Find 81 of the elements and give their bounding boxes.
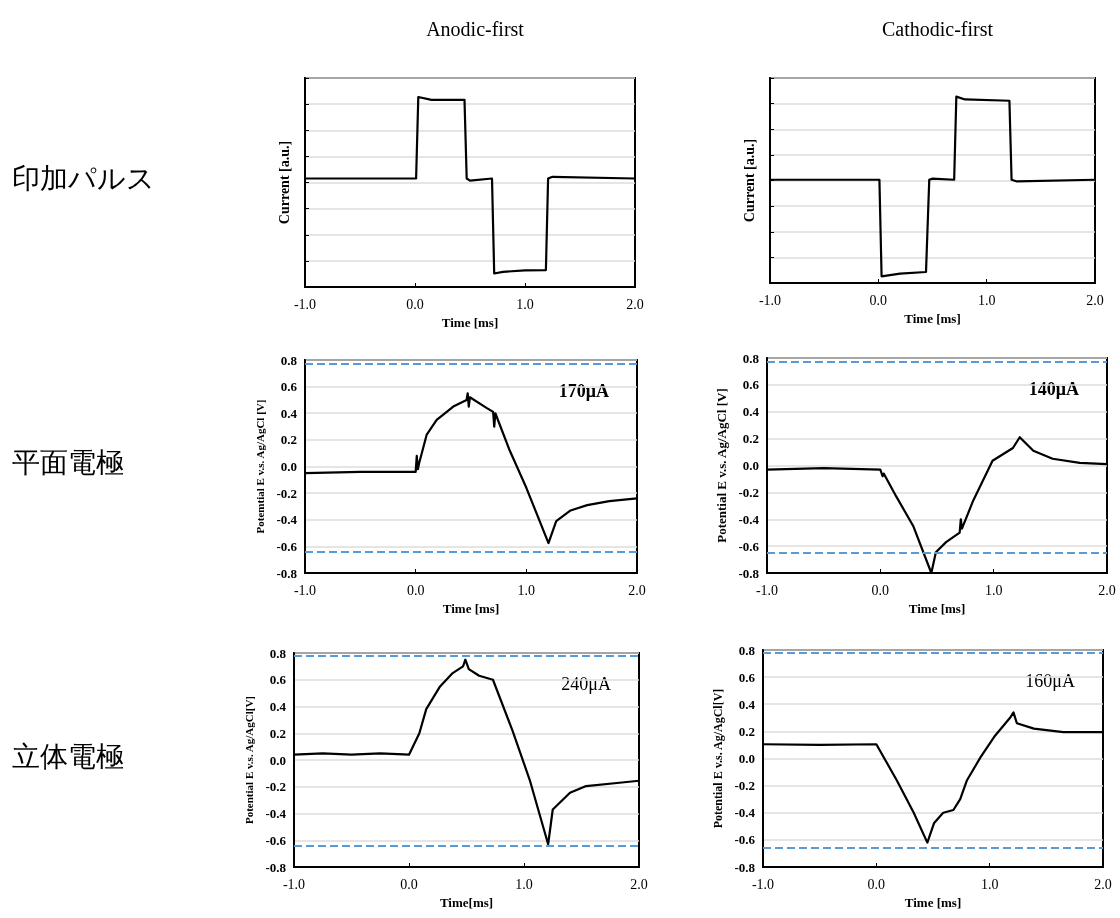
y-tick-label: -0.6 xyxy=(265,832,287,848)
x-tick-label: 1.0 xyxy=(516,296,534,312)
y-tick-label: -0.6 xyxy=(276,538,298,554)
x-tick-label: -1.0 xyxy=(755,582,779,598)
x-tick-label: 2.0 xyxy=(1098,582,1116,598)
y-tick-label: -0.4 xyxy=(738,511,760,527)
x-tick-label: -1.0 xyxy=(758,292,782,308)
y-tick-label: 0.6 xyxy=(269,672,287,688)
y-tick-label: 0.4 xyxy=(280,405,298,421)
y-tick-label: 0.4 xyxy=(742,404,760,420)
x-tick-label: 0.0 xyxy=(869,292,888,308)
text: 印加パルス xyxy=(12,162,155,195)
y-tick-label: -0.2 xyxy=(265,779,286,795)
x-tick-label: 1.0 xyxy=(980,876,999,892)
x-tick-label: 1.0 xyxy=(977,292,996,308)
x-tick-label: 0.0 xyxy=(871,582,890,598)
y-tick-label: 0.2 xyxy=(742,431,759,447)
y-tick-label: -0.2 xyxy=(734,778,755,794)
text: 平面電極 xyxy=(12,446,124,479)
x-tick-label: 0.0 xyxy=(406,582,425,598)
y-tick-label: -0.6 xyxy=(738,538,760,554)
x-tick-label: 2.0 xyxy=(630,876,648,892)
y-tick-label: -0.4 xyxy=(276,512,298,528)
y-tick-label: -0.8 xyxy=(265,859,287,875)
y-tick-label: 0.0 xyxy=(742,458,759,473)
y-axis-title: Potential E v.s. Ag/AgCl[V] xyxy=(710,688,725,829)
annotation: 170μA xyxy=(558,381,609,401)
y-tick-label: -0.4 xyxy=(265,806,287,821)
x-tick-label: 0.0 xyxy=(400,876,418,892)
y-tick-label: -0.8 xyxy=(276,565,298,581)
x-axis-title: Time [ms] xyxy=(904,894,962,910)
y-tick-label: -0.8 xyxy=(738,565,760,581)
x-axis-title: Time [ms] xyxy=(441,314,499,330)
x-tick-label: -1.0 xyxy=(293,582,317,598)
chart-title: Anodic-first xyxy=(426,18,525,40)
y-tick-label: 0.6 xyxy=(742,377,760,393)
x-axis-title: Time [ms] xyxy=(908,600,966,616)
y-axis-title: Potential E v.s. Ag/AgCl[V] xyxy=(243,695,256,825)
y-tick-label: -0.8 xyxy=(734,859,756,875)
x-tick-label: 0.0 xyxy=(406,296,424,312)
y-tick-label: 0.8 xyxy=(280,352,298,368)
y-axis-title: Potemtial E v.s. Ag/AgCl [V] xyxy=(254,399,267,534)
y-tick-label: 0.4 xyxy=(738,696,756,712)
y-tick-label: 0.0 xyxy=(269,752,286,768)
x-tick-label: 2.0 xyxy=(1094,876,1112,892)
y-tick-label: 0.2 xyxy=(280,432,297,448)
x-tick-label: 2.0 xyxy=(1086,292,1104,308)
x-axis-title: Time[ms] xyxy=(439,894,494,910)
y-tick-label: 0.8 xyxy=(742,350,760,366)
x-tick-label: 1.0 xyxy=(517,582,536,598)
y-tick-label: -0.4 xyxy=(734,805,756,821)
annotation: 160μA xyxy=(1025,671,1076,691)
y-tick-label: -0.6 xyxy=(734,832,756,848)
y-tick-label: 0.8 xyxy=(269,645,287,661)
chart-title: Cathodic-first xyxy=(881,18,994,40)
annotation: 240μA xyxy=(561,674,612,694)
text: 立体電極 xyxy=(12,739,124,773)
y-tick-label: 0.0 xyxy=(280,459,297,474)
x-tick-label: -1.0 xyxy=(751,876,775,892)
y-tick-label: 0.2 xyxy=(269,725,286,741)
x-tick-label: 2.0 xyxy=(628,582,646,598)
x-tick-label: 1.0 xyxy=(515,876,533,892)
y-tick-label: 0.6 xyxy=(280,379,298,395)
y-tick-label: -0.2 xyxy=(738,484,759,500)
x-tick-label: 1.0 xyxy=(984,582,1003,598)
x-tick-label: -1.0 xyxy=(293,296,317,312)
annotation: 140μA xyxy=(1028,379,1079,399)
y-tick-label: 0.4 xyxy=(269,699,287,714)
y-tick-label: -0.2 xyxy=(276,485,297,501)
x-axis-title: Time [ms] xyxy=(442,600,500,616)
x-tick-label: 2.0 xyxy=(626,296,644,312)
y-tick-label: 0.2 xyxy=(738,723,755,739)
y-tick-label: 0.8 xyxy=(738,642,756,658)
x-tick-label: -1.0 xyxy=(282,876,306,892)
y-axis-title: Current [a.u.] xyxy=(276,140,292,225)
x-tick-label: 0.0 xyxy=(867,876,886,892)
y-tick-label: 0.6 xyxy=(738,669,756,685)
x-axis-title: Time [ms] xyxy=(904,310,961,326)
y-axis-title: Current [a.u.] xyxy=(741,138,757,223)
y-axis-title: Potential E v.s. Ag/AgCl [V] xyxy=(713,388,729,543)
y-tick-label: 0.0 xyxy=(738,751,755,766)
